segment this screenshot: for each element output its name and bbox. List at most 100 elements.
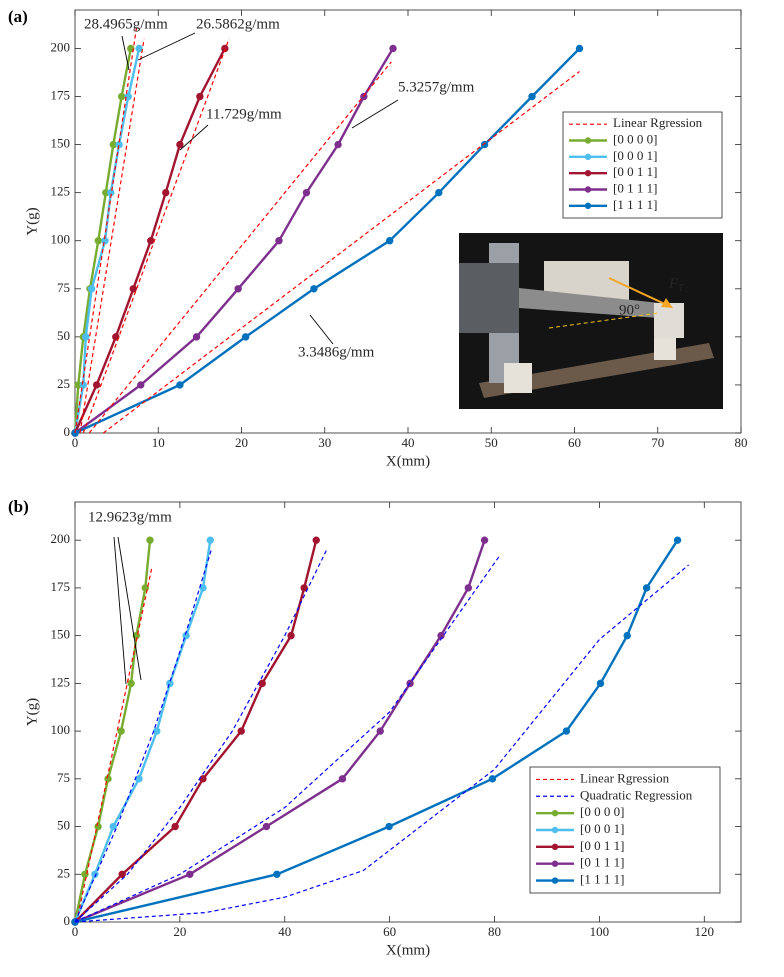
y-tick-label: 125 <box>51 674 71 689</box>
y-tick-label: 25 <box>57 376 70 391</box>
data-point <box>135 44 143 53</box>
legend-label: [0 0 0 0] <box>613 131 657 146</box>
x-tick-label: 0 <box>72 435 79 450</box>
x-tick-label: 20 <box>235 435 248 450</box>
arm <box>519 288 659 318</box>
y-tick-label: 75 <box>57 280 70 295</box>
data-point <box>623 631 631 640</box>
data-point <box>115 140 123 149</box>
data-point <box>464 584 473 592</box>
data-point <box>480 140 489 149</box>
legend-marker <box>584 186 592 193</box>
data-point <box>376 727 384 735</box>
data-point <box>480 536 489 544</box>
legend-label: Linear Rgression <box>613 115 703 130</box>
data-point <box>94 237 103 245</box>
regression-line <box>74 549 212 923</box>
x-tick-label: 120 <box>695 924 715 939</box>
data-point <box>79 381 88 389</box>
data-point <box>389 44 397 53</box>
data-point <box>488 775 497 783</box>
guide <box>548 312 660 329</box>
y-axis-label: Y(g) <box>24 207 40 235</box>
legend-marker <box>551 809 559 817</box>
data-point <box>575 44 584 53</box>
data-point <box>91 870 99 878</box>
legend-box <box>562 111 723 219</box>
data-point <box>206 536 214 544</box>
legend-marker <box>551 860 559 867</box>
arrow-head <box>661 298 673 308</box>
inset-photo: 90° FT <box>459 233 723 409</box>
regression-line <box>74 564 689 923</box>
y-tick-label: 150 <box>51 627 71 642</box>
data-point <box>153 727 161 735</box>
regression-line <box>74 555 501 923</box>
legend-marker <box>551 877 559 884</box>
y-tick-label: 100 <box>51 232 71 247</box>
annotation: 11.729g/mm <box>206 106 282 122</box>
data-point <box>262 822 271 831</box>
data-point <box>147 237 155 245</box>
data-point <box>118 870 126 878</box>
annotation: 12.9623g/mm <box>88 509 172 525</box>
x-tick-label: 80 <box>488 924 501 939</box>
regression-line <box>74 27 138 434</box>
data-point <box>196 92 204 101</box>
force-symbol: F <box>668 276 679 292</box>
regression-line <box>102 71 580 434</box>
x-tick-label: 40 <box>402 435 415 450</box>
data-point <box>112 333 120 341</box>
leader-line <box>113 536 127 685</box>
data-point <box>117 727 125 735</box>
data-point <box>135 775 143 783</box>
data-point <box>435 188 443 197</box>
leader-line <box>309 314 334 345</box>
y-tick-label: 175 <box>51 579 71 594</box>
legend-marker <box>584 153 592 161</box>
data-point <box>312 536 320 544</box>
data-point <box>237 727 245 735</box>
panel-label: (b) <box>8 497 29 516</box>
legend-label: [1 1 1 1] <box>580 872 624 887</box>
x-tick-label: 70 <box>651 435 664 450</box>
x-tick-label: 0 <box>72 924 79 939</box>
data-point <box>137 381 145 389</box>
data-point <box>385 822 393 831</box>
y-tick-label: 50 <box>57 818 70 833</box>
legend-label: [0 0 1 1] <box>613 164 657 179</box>
data-point <box>199 584 207 592</box>
data-point <box>385 237 394 245</box>
data-point <box>94 822 102 831</box>
legend-label: [0 0 1 1] <box>580 838 624 853</box>
y-tick-label: 75 <box>57 770 70 785</box>
data-point <box>82 333 90 341</box>
legend-marker <box>584 202 592 210</box>
leader-line <box>137 32 196 61</box>
x-axis-label: X(mm) <box>386 942 430 958</box>
legend-label: Quadratic Regression <box>580 787 693 802</box>
leader-line <box>179 124 209 151</box>
x-tick-label: 10 <box>152 435 165 450</box>
force-label: FT <box>668 276 685 294</box>
x-tick-label: 20 <box>173 924 186 939</box>
data-point <box>300 584 308 592</box>
y-tick-label: 150 <box>51 136 71 151</box>
angle-label: 90° <box>619 302 640 318</box>
legend-label: [0 0 0 1] <box>580 821 624 836</box>
force-subscript: T <box>678 283 685 294</box>
x-tick-label: 60 <box>383 924 396 939</box>
gripper <box>654 303 684 338</box>
data-point <box>129 285 137 293</box>
regression-line <box>79 38 145 434</box>
data-point <box>186 870 194 878</box>
data-point <box>310 285 318 293</box>
x-tick-label: 60 <box>568 435 581 450</box>
foot <box>654 338 676 360</box>
force-arrow <box>608 277 668 306</box>
data-point <box>273 870 281 878</box>
data-point <box>642 584 651 592</box>
data-point <box>109 822 117 831</box>
